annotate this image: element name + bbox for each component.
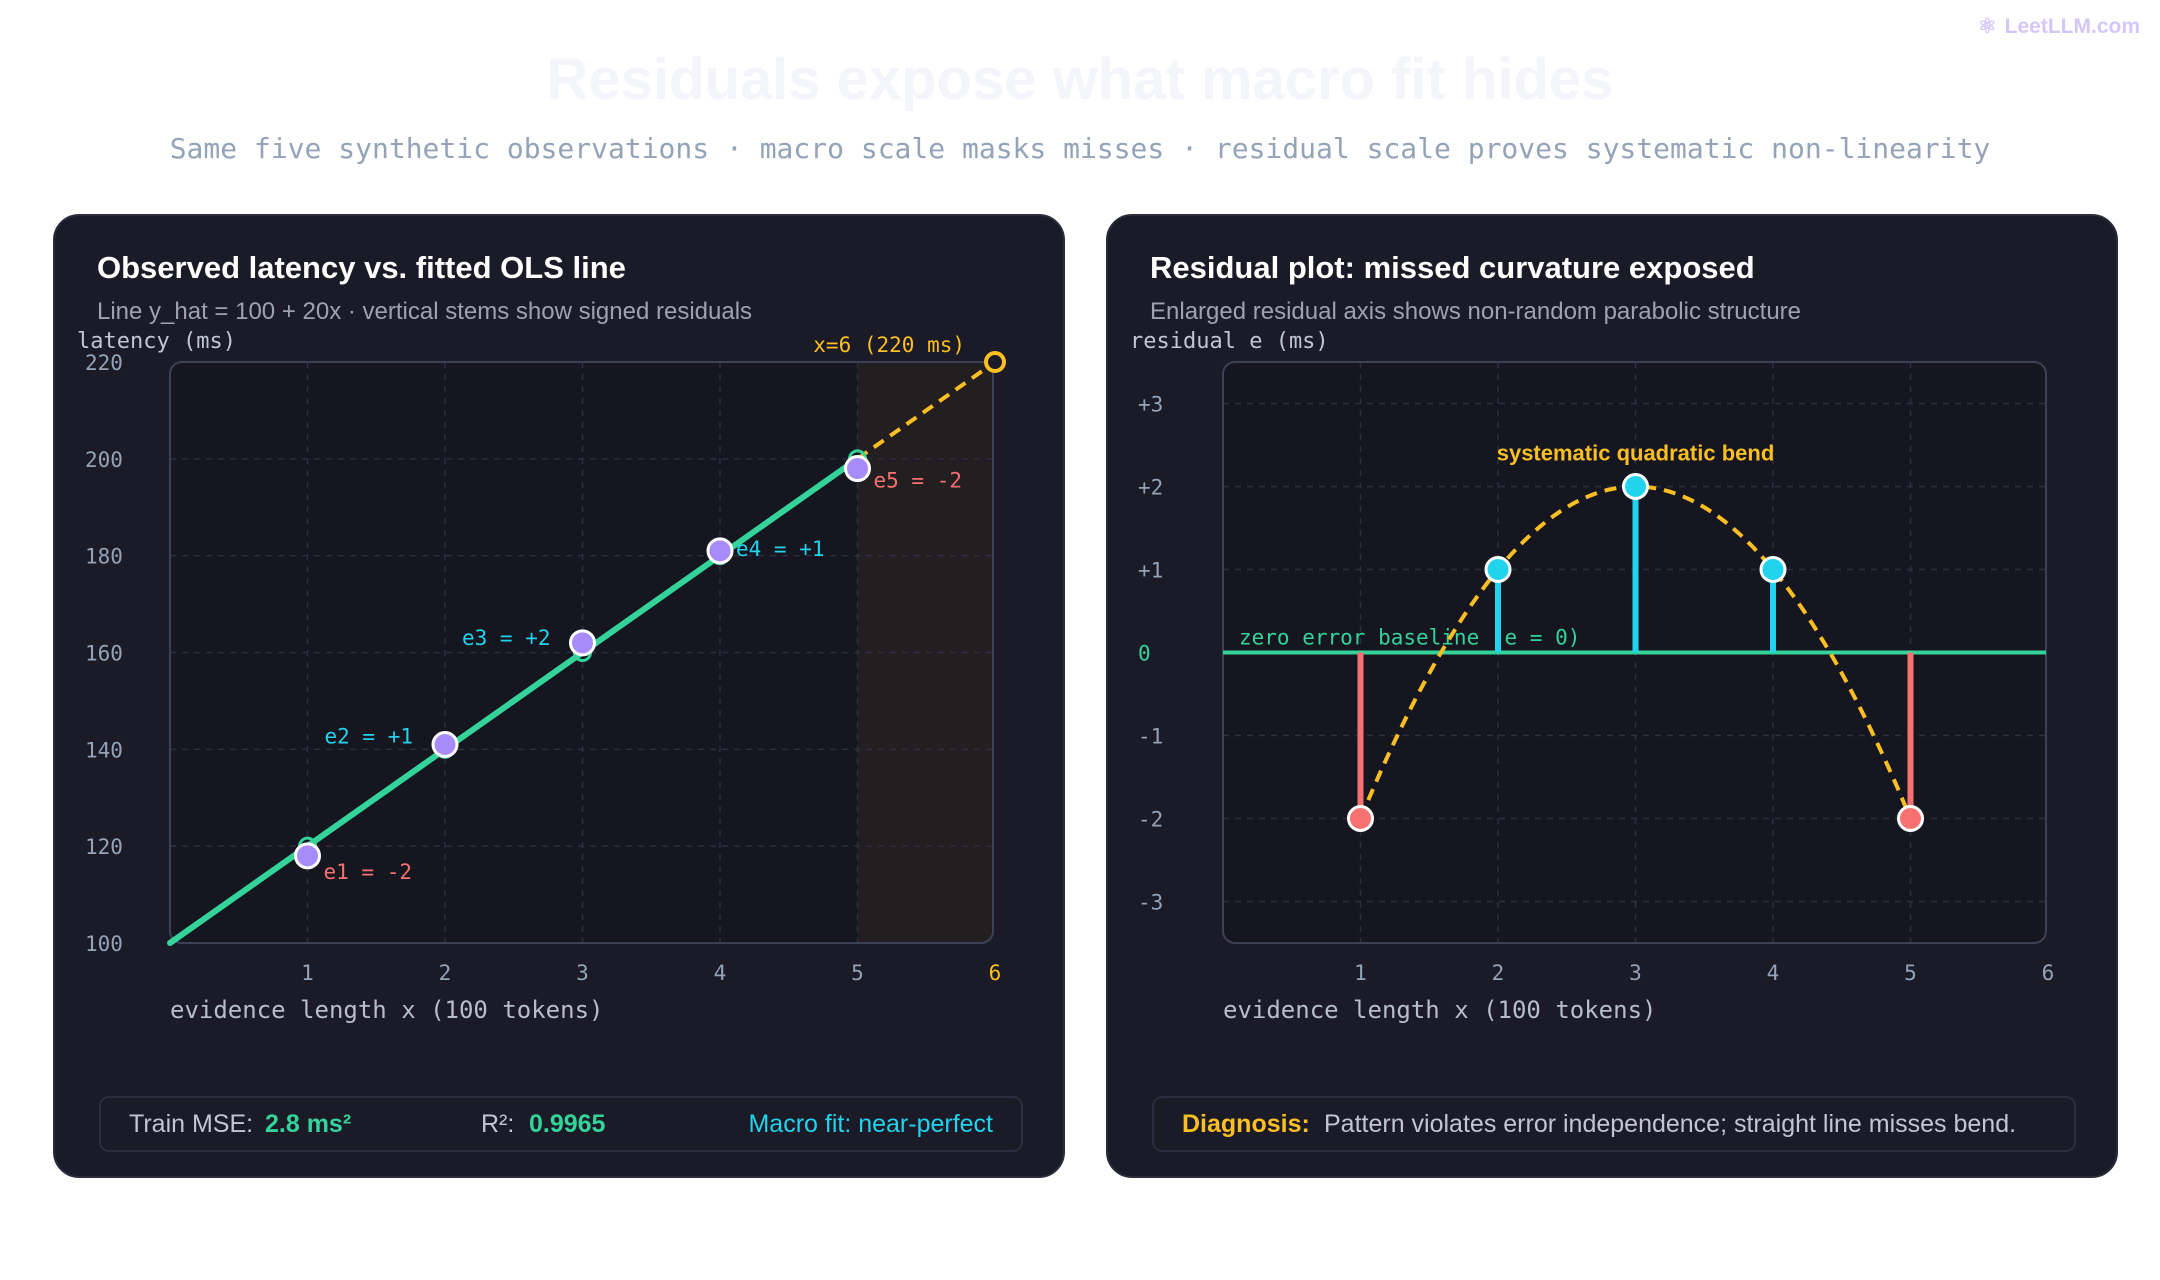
baseline-label: zero error baseline (e = 0) [1239, 626, 1580, 650]
x-tick-label: 6 [989, 961, 1002, 985]
observed-point [844, 455, 871, 483]
extrapolation-zone [857, 363, 992, 942]
residual-point [1759, 556, 1787, 583]
macro-fit-verdict: Macro fit: near-perfect [748, 1110, 993, 1138]
diagnosis-text: Pattern violates error independence; str… [1324, 1110, 2017, 1138]
extrapolation-label: x=6 (220 ms) [813, 333, 965, 357]
x-tick-label: 4 [714, 961, 727, 985]
y-tick-label: +1 [1138, 559, 1163, 583]
y-tick-label: 100 [85, 932, 123, 956]
y-tick-label: -2 [1138, 808, 1163, 832]
residual-chart-panel: Residual plot: missed curvature exposed … [1106, 214, 2118, 1178]
x-tick-label: 3 [576, 961, 589, 985]
diagnosis-label: Diagnosis: [1182, 1110, 1310, 1138]
mse-label: Train MSE: [129, 1110, 254, 1138]
curve-label: systematic quadratic bend [1497, 441, 1775, 466]
page-title: Residuals expose what macro fit hides [546, 47, 1614, 112]
y-tick-label: -3 [1138, 891, 1163, 915]
observed-point [431, 730, 459, 758]
residual-point [1897, 805, 1924, 832]
y-tick-label: +3 [1138, 393, 1163, 417]
x-axis-label: evidence length x (100 tokens) [170, 996, 603, 1024]
r2-label: R²: [481, 1110, 515, 1138]
x-tick-label: 2 [439, 961, 452, 985]
y-axis-label: residual e (ms) [1130, 329, 1329, 354]
observed-point [706, 537, 734, 565]
residual-label: e1 = -2 [324, 860, 413, 884]
ols-fit-line [167, 455, 861, 946]
y-tick-label: 180 [85, 545, 123, 569]
x-tick-label: 3 [1629, 961, 1642, 985]
latency-chart: 100 120 140 160 180 200 220 1 2 3 4 5 6 latency (ms) e… [77, 329, 1006, 1024]
x-tick-label: 1 [1354, 961, 1367, 985]
mse-value: 2.8 ms² [265, 1110, 352, 1138]
panel-title: Residual plot: missed curvature exposed [1150, 250, 1755, 285]
residual-point [1347, 805, 1374, 832]
residual-label: e4 = +1 [736, 537, 825, 561]
x-axis-label: evidence length x (100 tokens) [1223, 996, 1656, 1024]
extrapolation-point [984, 351, 1006, 373]
fit-metrics-bar: Train MSE: 2.8 ms² R²: 0.9965 Macro fit:… [99, 1096, 1023, 1152]
latency-chart-panel: Observed latency vs. fitted OLS line Lin… [53, 214, 1065, 1178]
y-tick-label: 0 [1138, 642, 1151, 666]
x-tick-label: 1 [301, 961, 314, 985]
y-tick-label: 220 [85, 351, 123, 375]
y-tick-label: 140 [85, 738, 123, 762]
y-tick-label: 120 [85, 835, 123, 859]
observed-point [294, 842, 321, 870]
x-tick-label: 4 [1767, 961, 1780, 985]
x-tick-label: 5 [1904, 961, 1917, 985]
extrapolation-line [856, 360, 997, 461]
y-tick-label: +2 [1138, 476, 1163, 500]
residual-label: e3 = +2 [462, 626, 551, 650]
plot-frame [169, 361, 994, 944]
panel-title: Observed latency vs. fitted OLS line [97, 250, 626, 285]
x-tick-label: 6 [2042, 961, 2055, 985]
residual-label: e2 = +1 [324, 724, 413, 748]
brand-name: LeetLLM.com [2004, 15, 2140, 38]
page-subtitle: Same five synthetic observations · macro… [169, 132, 1991, 165]
residual-point [1484, 556, 1512, 583]
panel-subtitle: Enlarged residual axis shows non-random … [1150, 298, 1801, 325]
residual-chart: +3 +2 +1 0 -1 -2 -3 1 2 3 4 5 6 residual e (ms) eviden… [1130, 329, 2055, 1024]
brand-logo: ⚛ LeetLLM.com [1978, 14, 2140, 39]
y-tick-label: 200 [85, 448, 123, 472]
y-axis-label: latency (ms) [77, 329, 236, 354]
r2-value: 0.9965 [529, 1110, 606, 1138]
residual-point [1622, 473, 1649, 500]
diagnosis-bar: Diagnosis: Pattern violates error indepe… [1152, 1096, 2076, 1152]
y-tick-label: -1 [1138, 725, 1163, 749]
x-tick-label: 2 [1492, 961, 1505, 985]
residual-label: e5 = -2 [874, 469, 963, 493]
y-tick-label: 160 [85, 642, 123, 666]
panel-subtitle: Line y_hat = 100 + 20x · vertical stems … [97, 298, 753, 325]
observed-point [569, 629, 596, 657]
x-tick-label: 5 [851, 961, 864, 985]
brain-icon: ⚛ [1977, 15, 1997, 38]
